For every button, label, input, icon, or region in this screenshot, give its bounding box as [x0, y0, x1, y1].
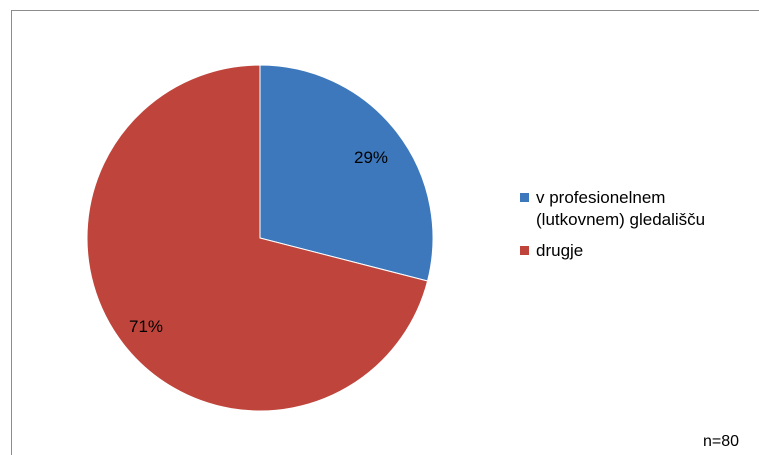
legend: v profesionelnem (lutkovnem) gledališču …	[520, 187, 750, 271]
legend-item-professional-theatre: v profesionelnem (lutkovnem) gledališču	[520, 187, 750, 231]
legend-item-elsewhere: drugje	[520, 240, 750, 262]
legend-label-elsewhere: drugje	[536, 241, 584, 260]
pie-slice-elsewhere	[86, 64, 429, 412]
legend-swatch-elsewhere	[520, 246, 529, 255]
sample-size-note: n=80	[703, 433, 740, 450]
pie-slice-professional-theatre	[259, 64, 434, 282]
legend-label-line-1: v profesionelnem	[536, 188, 666, 207]
legend-swatch-professional-theatre	[520, 193, 529, 202]
slice-label-elsewhere: 71%	[129, 317, 163, 336]
legend-label-line-2: (lutkovnem) gledališču	[536, 210, 706, 229]
slice-label-professional-theatre: 29%	[354, 148, 388, 167]
